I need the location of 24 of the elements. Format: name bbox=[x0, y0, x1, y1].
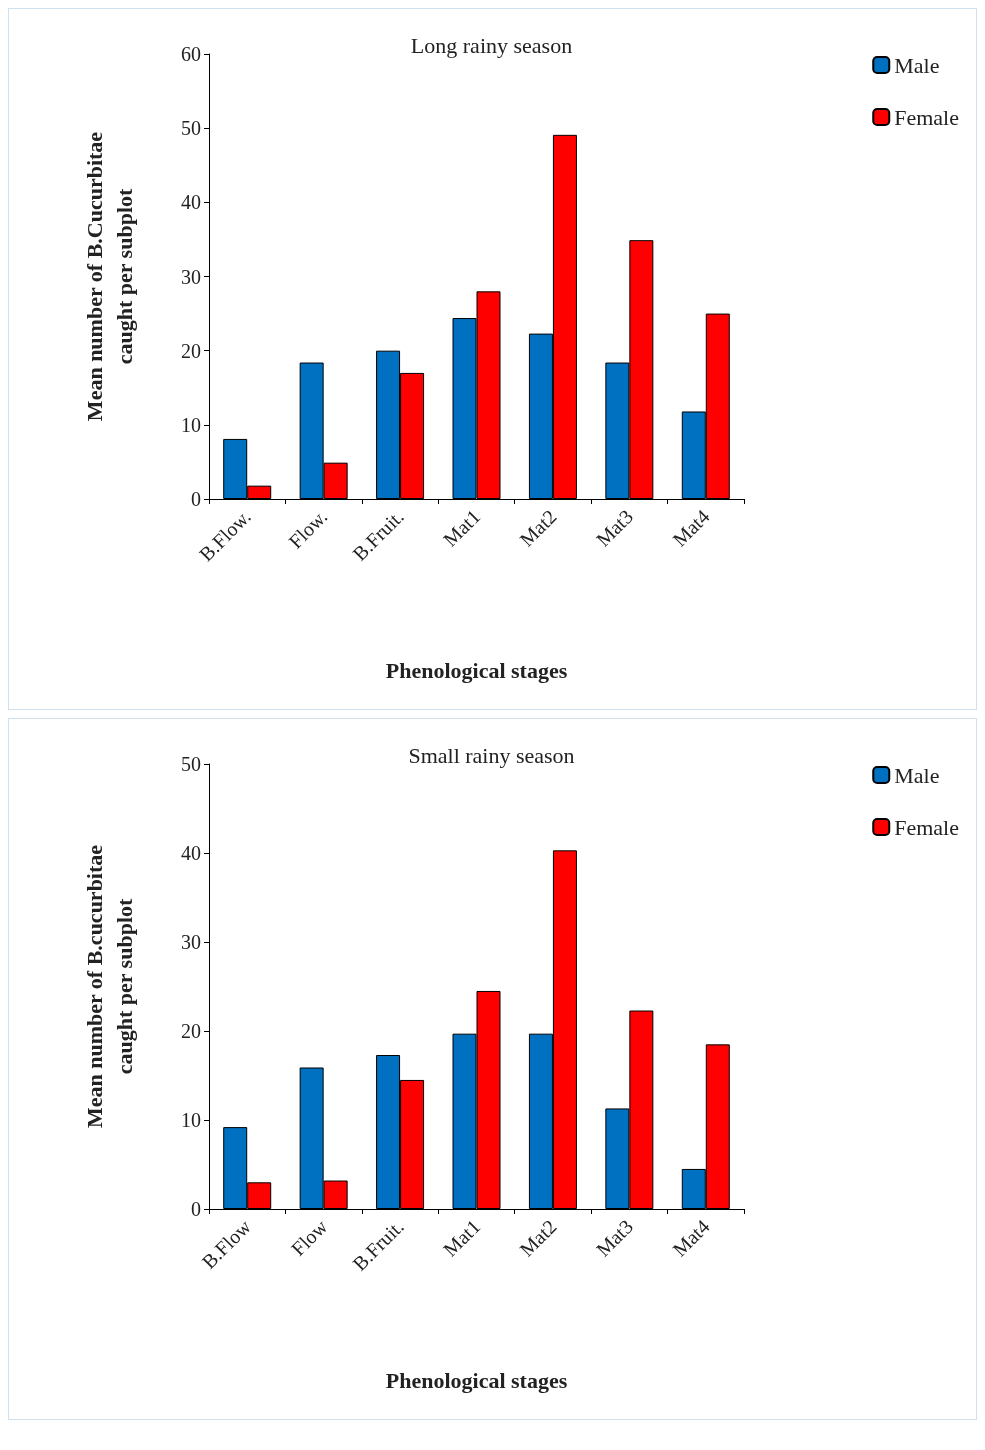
y-tick-label: 0 bbox=[191, 1198, 201, 1220]
chart-title: Long rainy season bbox=[410, 32, 573, 58]
y-tick-label: 30 bbox=[181, 931, 201, 953]
y-tick-label: 40 bbox=[181, 191, 201, 214]
legend-label: Male bbox=[894, 762, 940, 788]
y-axis-title: Mean number of B.cucurbitae caught per subplot bbox=[81, 844, 137, 1129]
y-tick-label: 20 bbox=[181, 1020, 201, 1042]
x-axis-title: Phenological stages bbox=[385, 1367, 568, 1393]
y-tick-label: 10 bbox=[181, 1109, 201, 1131]
y-tick-label: 20 bbox=[181, 339, 201, 362]
y-tick-label: 60 bbox=[181, 43, 201, 65]
y-tick-label: 40 bbox=[181, 842, 201, 864]
y-axis-title: Mean number of B.Cucurbitae caught per subplot bbox=[81, 131, 137, 422]
chart-title: Small rainy season bbox=[408, 742, 575, 768]
y-tick-label: 50 bbox=[181, 117, 201, 140]
legend-label: Male bbox=[894, 52, 940, 78]
y-tick-label: 10 bbox=[181, 413, 201, 436]
x-axis-title: Phenological stages bbox=[385, 657, 568, 683]
legend-label: Female bbox=[894, 104, 960, 130]
y-tick-label: 0 bbox=[191, 488, 201, 510]
x-tick-label: Flow bbox=[286, 1214, 332, 1260]
y-tick-label: 30 bbox=[181, 265, 201, 288]
y-tick-label: 50 bbox=[181, 753, 201, 775]
legend-label: Female bbox=[894, 814, 960, 840]
